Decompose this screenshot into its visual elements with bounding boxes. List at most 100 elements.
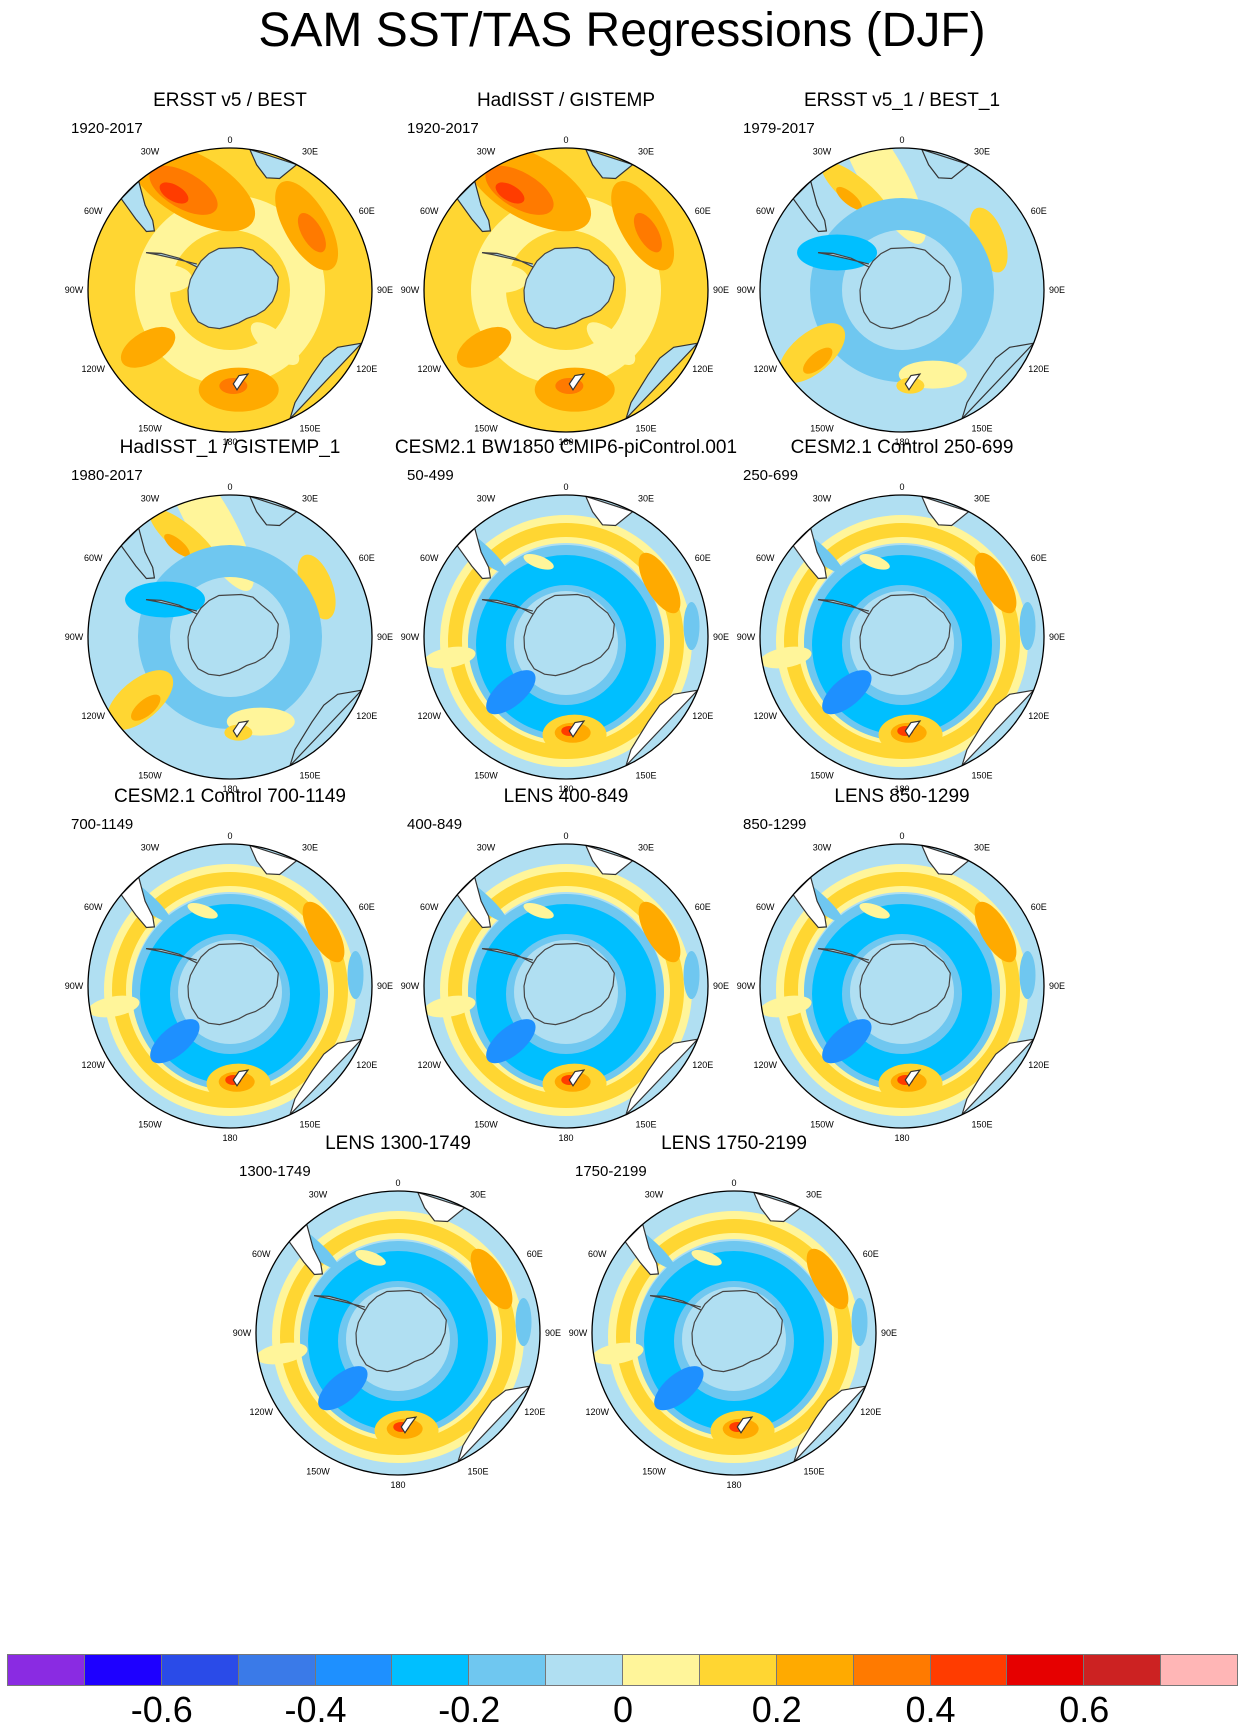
panel-period: 700-1149 [71, 816, 134, 833]
colorbar-box [929, 1654, 1008, 1686]
longitude-label-0: 0 [227, 482, 232, 492]
longitude-label-120w: 120W [81, 711, 105, 721]
map-field [88, 495, 372, 779]
longitude-label-180: 180 [894, 1133, 909, 1143]
longitude-label-120e: 120E [356, 711, 377, 721]
longitude-label-60w: 60W [84, 902, 103, 912]
panel-title: LENS 850-1299 [834, 786, 970, 807]
longitude-label-90w: 90W [569, 1328, 588, 1338]
field-weak-west [256, 1342, 308, 1365]
south-america-coast [120, 180, 156, 233]
australia-coast [793, 1385, 868, 1463]
longitude-label-90e: 90E [377, 981, 393, 991]
longitude-label-30e: 30E [638, 146, 654, 156]
antarctic-peninsula [145, 948, 198, 964]
panel-title: HadISST_1 / GISTEMP_1 [119, 437, 341, 458]
antarctica-landmass [523, 246, 615, 330]
longitude-label-90e: 90E [713, 632, 729, 642]
colorbar-box [391, 1654, 470, 1686]
longitude-label-150e: 150E [299, 771, 320, 781]
field-weak-west [88, 995, 140, 1018]
colorbar-box [83, 1654, 162, 1686]
longitude-label-180: 180 [894, 437, 909, 447]
longitude-label-0: 0 [227, 831, 232, 841]
africa-coast [584, 148, 634, 180]
map-panel: LENS 850-1299 850-1299 0 30E 60E 90E 120E 150… [717, 786, 1087, 1166]
colorbar-box [1083, 1654, 1162, 1686]
antarctic-peninsula [313, 1295, 366, 1311]
colorbar-box [468, 1654, 547, 1686]
south-america-coast [456, 527, 492, 580]
longitude-label-90e: 90E [1049, 981, 1065, 991]
panel-period: 400-849 [407, 816, 463, 833]
panel-title: LENS 400-849 [503, 786, 629, 807]
map-panel: ERSST v5_1 / BEST_1 1979-2017 0 30E 60E 90E… [717, 90, 1087, 470]
map-border [255, 1190, 541, 1476]
field-warm-weddell [355, 1249, 386, 1266]
field-cool-indian [1019, 951, 1036, 1000]
panel-period: 250-699 [743, 467, 799, 484]
map-panel: LENS 400-849 400-849 0 30E 60E 90E 120E 150E 1… [381, 786, 751, 1166]
map-field [760, 495, 1044, 779]
antarctica-landmass [187, 593, 279, 677]
field-warm-indian-core [633, 212, 662, 253]
longitude-label-30w: 30W [813, 146, 832, 156]
south-america-coast [624, 1223, 660, 1276]
longitude-label-180: 180 [222, 437, 237, 447]
longitude-label-0: 0 [899, 831, 904, 841]
colorbar-box [237, 1654, 316, 1686]
field-warm-sepacific-core [803, 347, 833, 374]
south-america-coast [792, 180, 828, 233]
south-america-coast [456, 180, 492, 233]
longitude-label-0: 0 [563, 482, 568, 492]
africa-coast [920, 148, 970, 180]
field-cool-indian [683, 602, 700, 651]
longitude-label-30e: 30E [974, 842, 990, 852]
south-america-coast [288, 1223, 324, 1276]
longitude-label-120w: 120W [753, 1060, 777, 1070]
longitude-label-0: 0 [227, 135, 232, 145]
panel-period: 1920-2017 [71, 120, 143, 137]
field-warm-sepacific [456, 326, 512, 368]
australia-coast [289, 689, 364, 767]
antarctica-landmass [523, 593, 615, 677]
field-cool-core [822, 670, 872, 715]
longitude-label-90w: 90W [65, 981, 84, 991]
colorbar-box [698, 1654, 777, 1686]
longitude-label-180: 180 [222, 1133, 237, 1143]
panel-period: 1750-2199 [575, 1163, 647, 1180]
longitude-label-60w: 60W [756, 553, 775, 563]
new-zealand-coast [232, 720, 250, 738]
colorbar-tick-label: 0 [612, 1689, 634, 1730]
longitude-label-30e: 30E [302, 842, 318, 852]
longitude-label-30w: 30W [477, 493, 496, 503]
australia-coast [289, 1038, 364, 1116]
map-field [424, 148, 708, 432]
longitude-label-60w: 60W [84, 206, 103, 216]
africa-coast [920, 495, 970, 527]
africa-coast [920, 844, 970, 876]
longitude-label-150e: 150E [299, 1120, 320, 1130]
map-field [88, 148, 372, 432]
longitude-label-30w: 30W [477, 146, 496, 156]
new-zealand-coast [568, 373, 586, 391]
longitude-label-30e: 30E [638, 842, 654, 852]
colorbar-box [314, 1654, 393, 1686]
field-cool-core [486, 1019, 536, 1064]
map-border [591, 1190, 877, 1476]
longitude-label-30e: 30E [302, 146, 318, 156]
panel-title: CESM2.1 BW1850 CMIP6-piControl.001 [394, 437, 738, 458]
longitude-label-150e: 150E [803, 1467, 824, 1477]
longitude-label-150e: 150E [635, 771, 656, 781]
polar-map: 0 30E 60E 90E 120E 150E 180 150W 120W 90W 60W 30W [65, 135, 393, 447]
longitude-label-30w: 30W [141, 842, 160, 852]
field-warm-indian [638, 552, 681, 614]
longitude-label-150e: 150E [635, 1120, 656, 1130]
antarctica-landmass [691, 1289, 783, 1373]
longitude-label-30w: 30W [813, 842, 832, 852]
longitude-label-180: 180 [558, 784, 573, 794]
field-weak-west [424, 646, 476, 669]
longitude-label-150w: 150W [810, 1120, 834, 1130]
field-cool-core [318, 1366, 368, 1411]
antarctic-peninsula [145, 252, 198, 268]
